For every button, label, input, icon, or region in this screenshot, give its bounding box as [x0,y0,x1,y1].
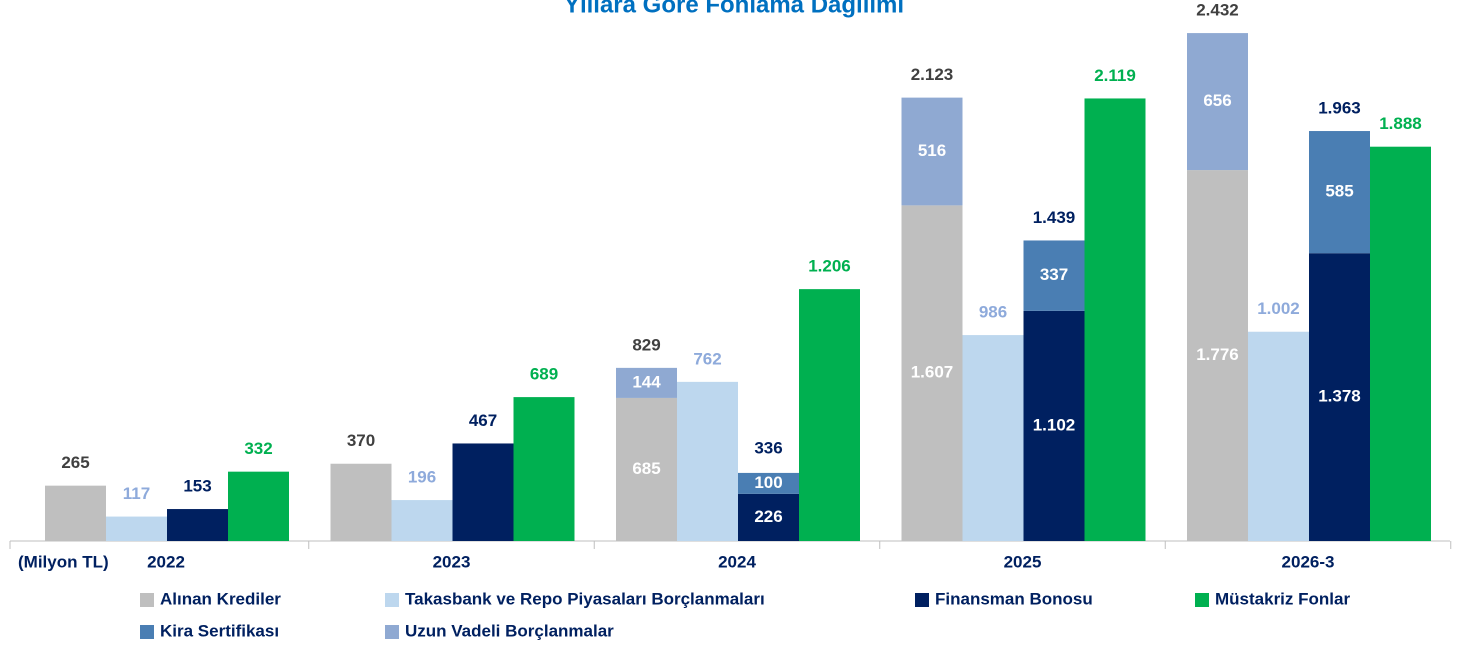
data-label: 1.378 [1318,387,1361,406]
total-label: 2.123 [911,65,954,84]
bar-segment [167,509,228,541]
data-label: 370 [347,431,375,450]
legend-label: Kira Sertifikası [160,621,279,640]
bar-segment [1370,146,1431,541]
data-label: 337 [1040,265,1068,284]
data-label: 1.776 [1196,345,1239,364]
legend-label: Takasbank ve Repo Piyasaları Borçlanmala… [405,589,765,608]
y-unit-label: (Milyon TL) [18,552,109,571]
data-label: 986 [979,303,1007,322]
data-label: 585 [1325,182,1353,201]
legend-label: Alınan Krediler [160,589,281,608]
data-label: 516 [918,141,946,160]
data-label: 1.102 [1033,415,1076,434]
total-label: 336 [754,438,782,457]
legend-label: Müstakriz Fonlar [1215,589,1350,608]
data-label: 656 [1203,91,1231,110]
data-label: 226 [754,507,782,526]
bar-segment [1023,240,1085,311]
data-label: 144 [632,372,661,391]
bar-segment [45,485,106,541]
data-label: 196 [408,468,436,487]
data-label: 467 [469,411,497,430]
bar-segment [677,381,738,541]
chart-title: Yıllara Göre Fonlama Dağılımı [564,0,904,18]
bar-segment [901,205,963,542]
bar-segment [738,493,799,541]
data-label: 685 [632,459,660,478]
data-label: 1.888 [1379,114,1422,133]
bar-segment [1084,98,1146,541]
legend-label: Uzun Vadeli Borçlanmalar [405,621,614,640]
total-label: 2.432 [1196,1,1239,20]
bar-segment [228,471,289,541]
x-tick-label: 2024 [718,552,756,571]
legend-swatch [915,593,929,607]
bar-segment [616,367,677,398]
data-label: 100 [754,473,782,492]
bar-segment [391,500,453,541]
bar-segment [1187,33,1248,171]
data-label: 2.119 [1094,66,1136,85]
bar-segment [1309,131,1370,254]
x-tick-label: 2023 [433,552,471,571]
bar-segment [738,472,799,494]
total-label: 1.439 [1033,208,1076,227]
bar-segment [1023,310,1085,541]
data-label: 265 [61,453,89,472]
x-tick-label: 2025 [1004,552,1042,571]
legend-swatch [1195,593,1209,607]
bar-segment [1187,170,1248,541]
data-label: 1.002 [1257,299,1300,318]
bar-segment [962,335,1024,541]
bar-segment [616,397,677,541]
legend-swatch [385,625,399,639]
bar-segment [1248,331,1309,541]
legend-label: Finansman Bonosu [935,589,1093,608]
x-tick-label: 2022 [147,552,185,571]
total-label: 829 [632,335,660,354]
data-label: 762 [693,349,721,368]
bar-segment [901,97,963,206]
data-label: 332 [244,439,272,458]
data-label: 153 [183,477,211,496]
data-label: 117 [123,484,150,503]
bar-segment [513,397,575,541]
total-label: 1.963 [1318,99,1361,118]
bar-segment [106,516,167,541]
bar-segment [452,443,514,541]
data-label: 1.206 [808,257,851,276]
legend-swatch [140,593,154,607]
data-label: 689 [530,365,558,384]
data-label: 1.607 [911,363,954,382]
bar-segment [330,463,392,541]
legend-swatch [385,593,399,607]
legend-swatch [140,625,154,639]
x-tick-label: 2026-3 [1282,552,1335,571]
bar-segment [1309,253,1370,541]
bar-segment [799,289,860,541]
